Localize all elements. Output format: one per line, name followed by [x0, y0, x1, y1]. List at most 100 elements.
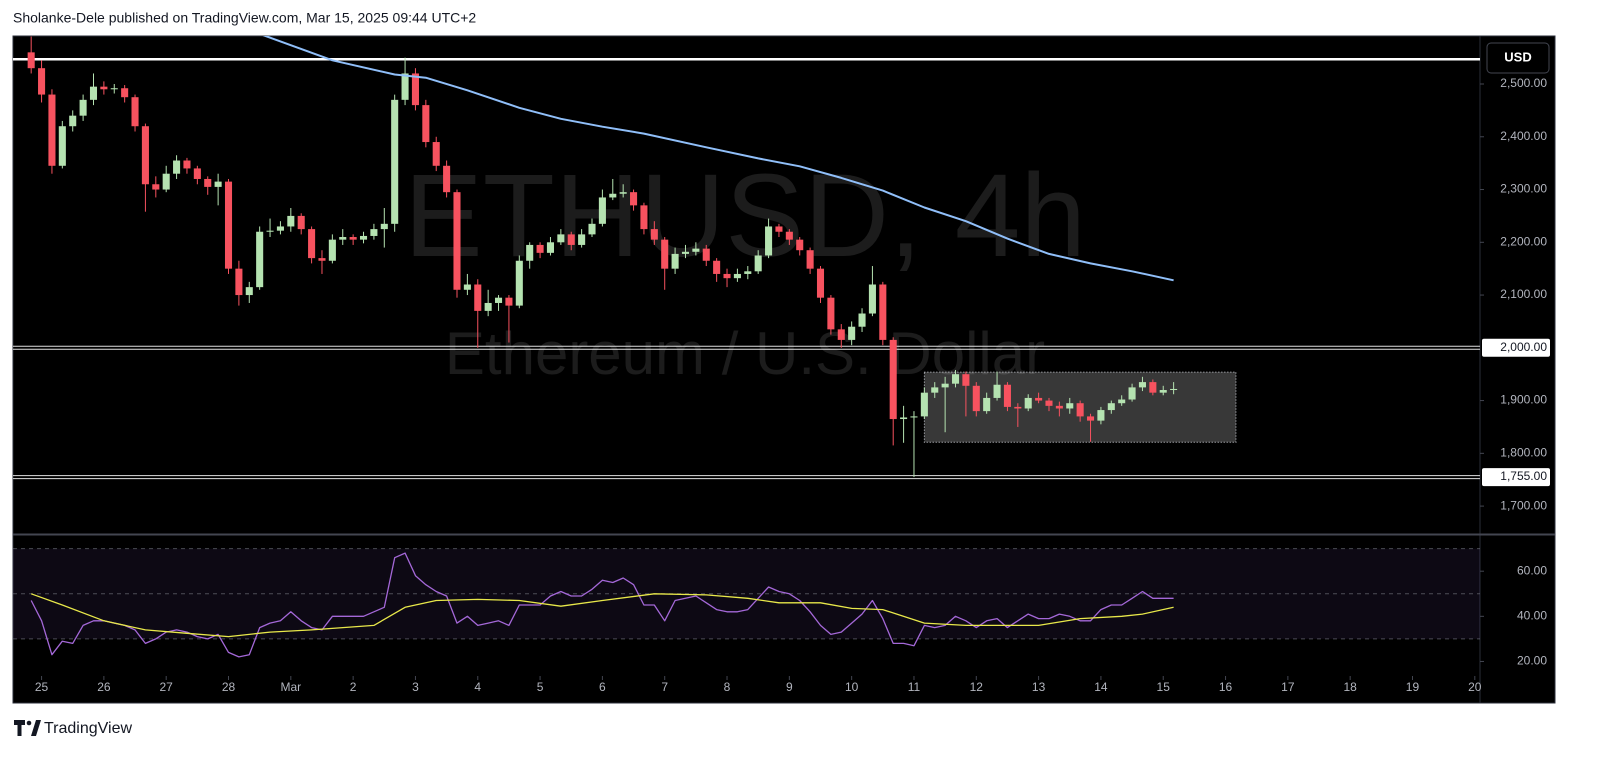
candle-body [723, 273, 731, 279]
candle-body [287, 215, 295, 227]
candle-body [754, 255, 762, 272]
candle-body [224, 181, 233, 269]
x-tick-label: 27 [160, 680, 174, 694]
candle-body [868, 284, 876, 314]
x-tick-label: 19 [1406, 680, 1420, 694]
level-label: 1,755.00 [1500, 469, 1547, 483]
candle-body [1055, 405, 1063, 409]
candle-body [920, 392, 928, 417]
rsi-y-tick-label: 20.00 [1517, 654, 1547, 668]
rsi-y-tick-label: 60.00 [1517, 563, 1547, 577]
candle-body [463, 284, 471, 290]
candle-body [900, 417, 908, 420]
candle-body [339, 237, 347, 240]
candle-body [152, 184, 160, 190]
y-tick-label: 1,800.00 [1500, 446, 1547, 460]
currency-button[interactable] [1486, 42, 1550, 74]
candle-body [837, 329, 845, 340]
candle-body [858, 313, 866, 327]
candle-body [391, 99, 399, 224]
candle-body [328, 239, 336, 261]
candle-body [1045, 400, 1053, 406]
candle-body [1014, 406, 1022, 409]
x-tick-label: 7 [661, 680, 668, 694]
candle-body [349, 237, 357, 240]
candle-body [484, 302, 492, 311]
candle-body [796, 239, 804, 251]
candle-body [1024, 397, 1032, 409]
candle-body [214, 181, 222, 187]
candle-body [79, 99, 87, 116]
x-tick-label: 14 [1094, 680, 1108, 694]
candle-body [972, 385, 980, 412]
x-tick-label: Mar [280, 680, 301, 694]
candle-body [110, 88, 118, 90]
header: Sholanke-Dele published on TradingView.c… [13, 10, 476, 26]
x-tick-label: 10 [845, 680, 859, 694]
candle-body [765, 226, 773, 256]
y-tick-label: 2,200.00 [1500, 234, 1547, 248]
candle-body [713, 260, 721, 274]
candle-body [598, 197, 606, 224]
x-tick-label: 11 [908, 680, 921, 694]
footer-brand: TradingView [44, 720, 132, 737]
candle-body [931, 387, 939, 393]
candle-body [1086, 416, 1095, 421]
candle-body [48, 94, 56, 166]
candle-body [141, 126, 149, 185]
candle-body [121, 88, 129, 98]
candle-body [941, 383, 949, 388]
candle-body [69, 115, 77, 127]
x-tick-label: 15 [1157, 680, 1171, 694]
candle-body [806, 250, 814, 269]
candle-body [557, 234, 565, 243]
candle-body [775, 226, 783, 232]
rsi-band [13, 548, 1480, 639]
candle-body [588, 223, 596, 235]
x-tick-label: 5 [537, 680, 544, 694]
y-tick-label: 1,900.00 [1500, 393, 1547, 407]
candle-body [131, 97, 139, 127]
candle-body [432, 142, 440, 166]
candle-body [89, 86, 98, 100]
level-label-box [1482, 468, 1550, 487]
candle-body [546, 242, 554, 253]
candle-body [183, 160, 191, 169]
x-tick-label: 17 [1281, 680, 1295, 694]
x-tick-label: 26 [97, 680, 111, 694]
candle-body [308, 229, 316, 259]
y-tick-label: 2,500.00 [1500, 76, 1547, 90]
candle-body [1128, 387, 1136, 400]
rsi-ma-line [30, 593, 1174, 638]
candle-body [983, 397, 991, 412]
candle-body [681, 251, 690, 254]
candle-body [27, 52, 35, 69]
candle-body [1107, 403, 1115, 411]
candle-body [318, 258, 326, 261]
candle-body [162, 173, 170, 190]
candle-body [889, 339, 897, 420]
candle-body [193, 168, 201, 179]
currency-label[interactable]: USD [1504, 49, 1531, 64]
candle-body [266, 230, 274, 232]
y-tick-label: 2,400.00 [1500, 129, 1547, 143]
candle-body [411, 73, 419, 106]
candle-body [910, 416, 918, 418]
candle-body [1066, 403, 1074, 409]
candle-body [951, 374, 960, 384]
candle-body [609, 193, 617, 198]
candle-body [702, 248, 710, 261]
candle-body [297, 215, 305, 230]
candle-body [661, 239, 669, 269]
candle-body [1138, 382, 1146, 388]
tradingview-logo [14, 720, 41, 736]
candle-body [1076, 403, 1084, 417]
candle-body [692, 248, 700, 252]
level-label: 2,000.00 [1500, 340, 1547, 354]
candle-body [619, 192, 627, 194]
candle-body [526, 244, 534, 261]
watermark-title: ETHUSD, 4h [404, 150, 1086, 282]
candle-body [848, 326, 856, 340]
